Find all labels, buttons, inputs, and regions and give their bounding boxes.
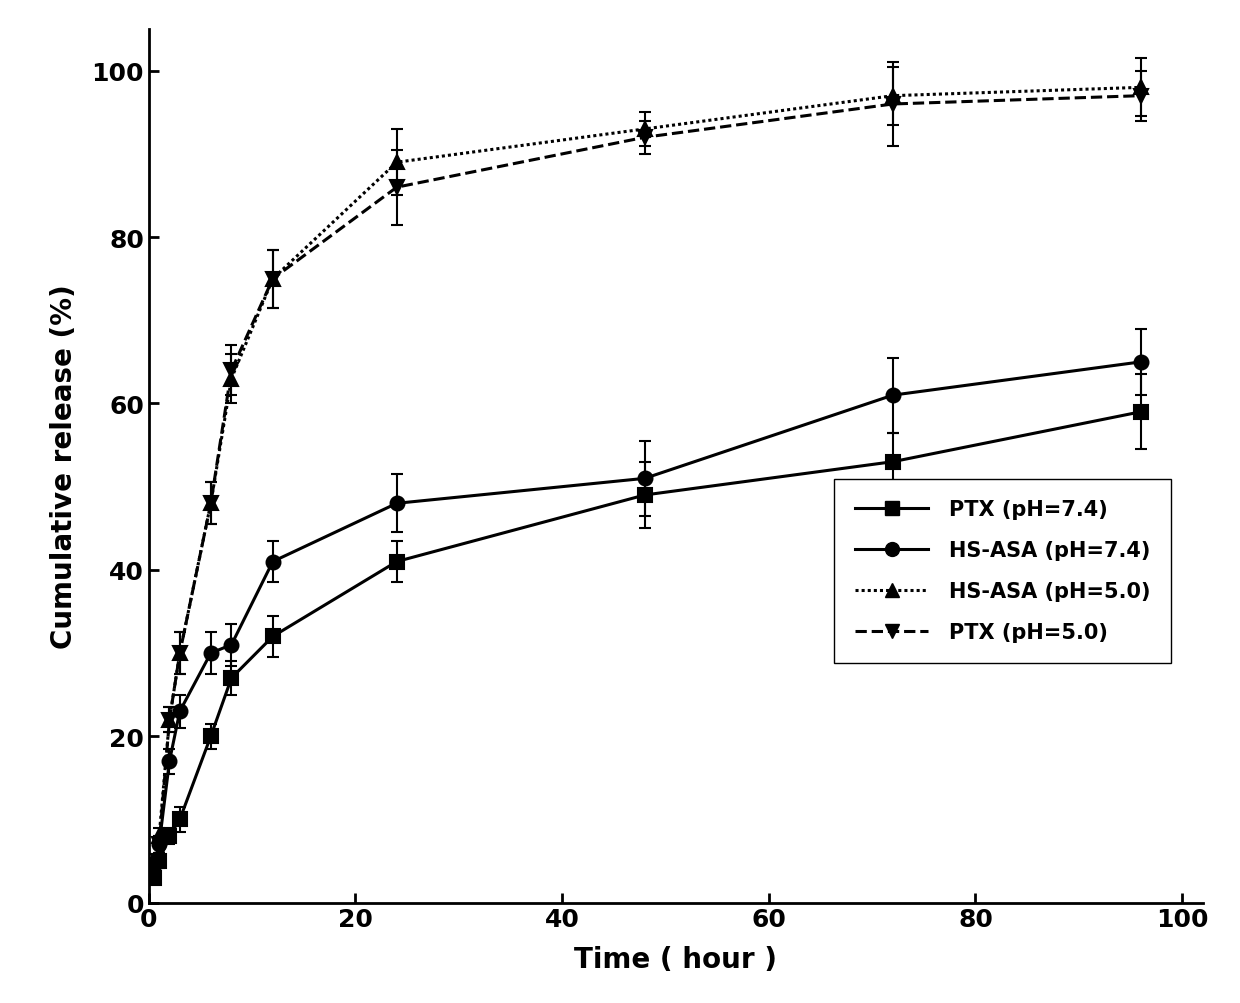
X-axis label: Time ( hour ): Time ( hour ) [574, 946, 777, 973]
Y-axis label: Cumulative release (%): Cumulative release (%) [50, 284, 78, 649]
Legend: PTX (pH=7.4), HS-ASA (pH=7.4), HS-ASA (pH=5.0), PTX (pH=5.0): PTX (pH=7.4), HS-ASA (pH=7.4), HS-ASA (p… [835, 479, 1172, 663]
